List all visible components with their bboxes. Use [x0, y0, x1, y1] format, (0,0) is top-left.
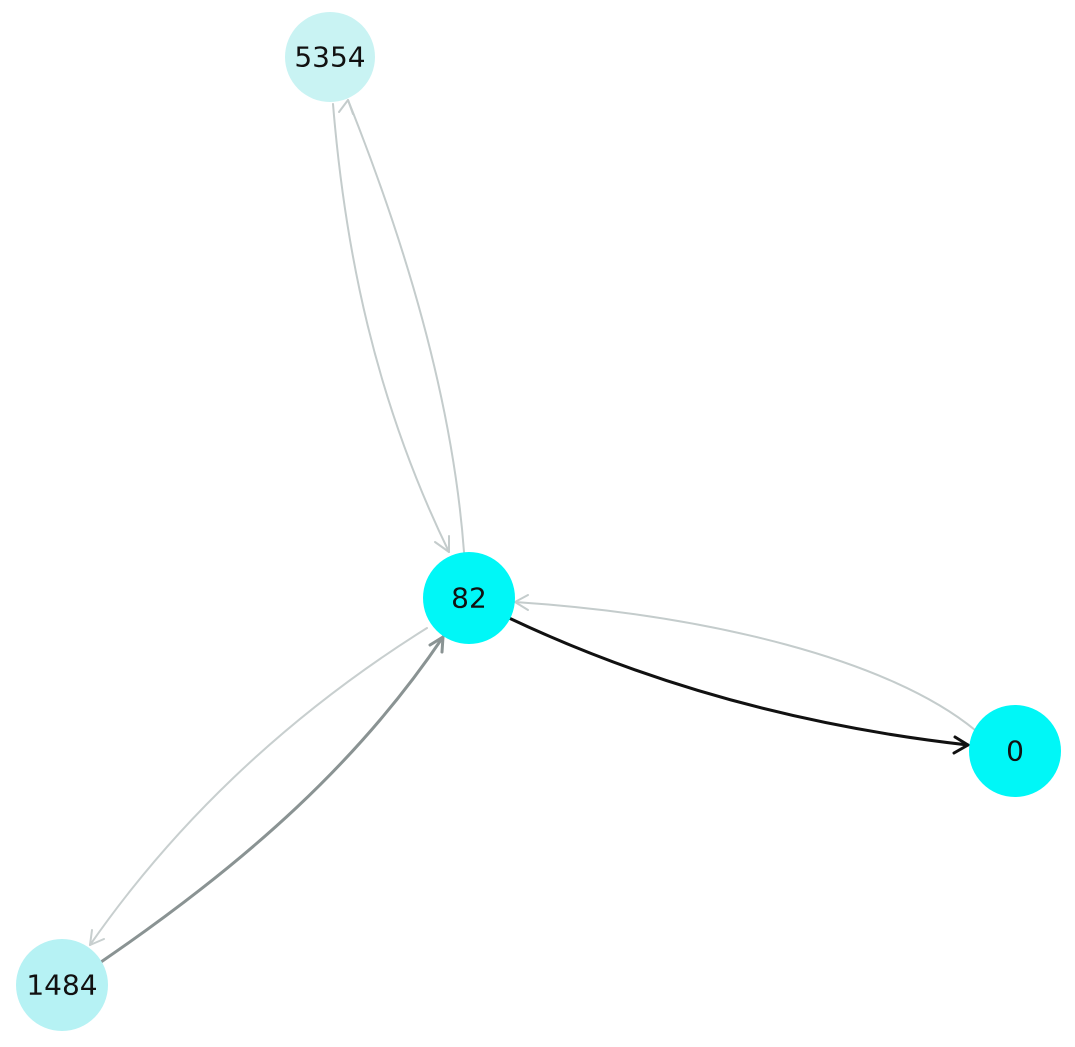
node-1484-circle — [16, 939, 108, 1031]
node-5354-circle — [285, 12, 375, 102]
edge-82-to-5354 — [347, 99, 465, 553]
arrowhead-82-to-5354 — [338, 99, 354, 115]
node-5354-label: 5354 — [294, 41, 365, 74]
edge-5354-to-82 — [332, 103, 450, 553]
node-0: 0 — [969, 705, 1061, 797]
edges-layer — [89, 99, 976, 964]
arrowhead-0-to-82 — [514, 594, 529, 611]
node-0-label: 0 — [1006, 735, 1024, 768]
edge-82-to-0 — [507, 616, 970, 747]
arrowhead-82-to-1484 — [89, 929, 105, 946]
arrowhead-1484-to-82 — [428, 635, 445, 654]
edge-82-to-1484 — [89, 627, 428, 946]
node-1484: 1484 — [16, 939, 108, 1031]
node-1484-label: 1484 — [26, 969, 97, 1002]
node-82-label: 82 — [451, 582, 487, 615]
edge-1484-to-82 — [99, 635, 445, 964]
arrowhead-82-to-0 — [952, 735, 970, 755]
node-0-circle — [969, 705, 1061, 797]
node-82-circle — [423, 552, 515, 644]
nodes-layer: 5354 82 0 1484 — [16, 12, 1061, 1031]
node-5354: 5354 — [285, 12, 375, 102]
edge-0-to-82 — [514, 601, 976, 731]
arrowhead-5354-to-82 — [434, 535, 450, 553]
node-82: 82 — [423, 552, 515, 644]
